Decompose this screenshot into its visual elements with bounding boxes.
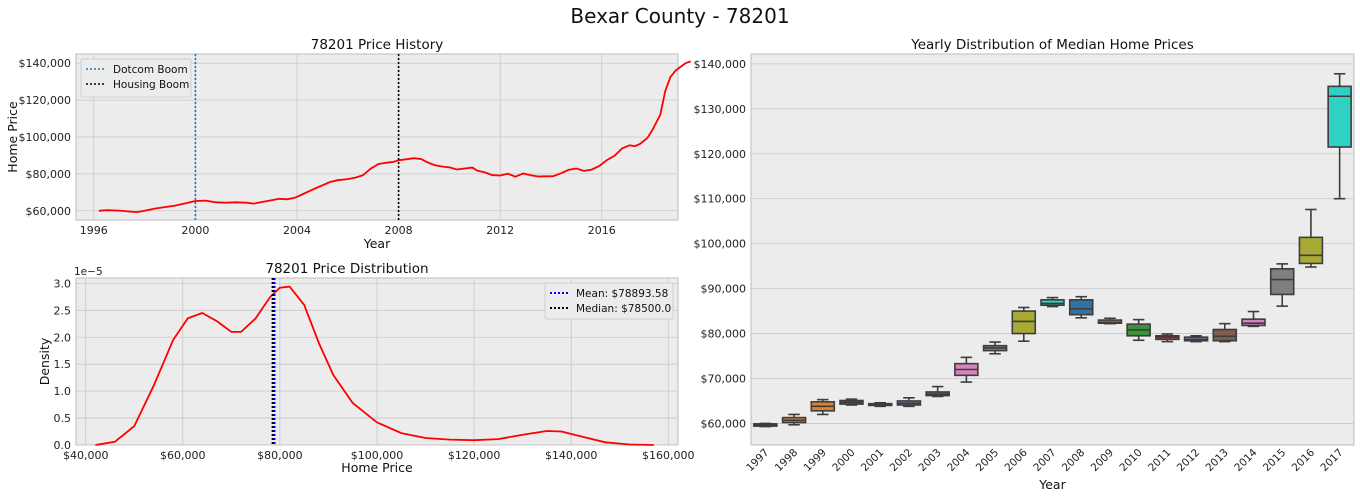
history-legend-label: Housing Boom (113, 79, 189, 91)
density-y-axis-label: Density (37, 337, 52, 385)
density-x-tick-label: $40,000 (63, 449, 109, 462)
density-x-tick-label: $160,000 (642, 449, 695, 462)
boxplot-x-tick-label: 2007 (1031, 447, 1058, 474)
history-y-tick-label: $140,000 (19, 57, 72, 70)
figure-suptitle: Bexar County - 78201 (570, 4, 790, 28)
density-y-tick-label: 3.0 (54, 277, 72, 290)
density-y-tick-label: 2.0 (54, 331, 72, 344)
boxplot-box (1298, 236, 1324, 265)
boxplot-x-tick-label: 2001 (859, 447, 886, 474)
boxplot-box (1241, 318, 1266, 327)
density-y-tick-label: 1.5 (54, 358, 72, 371)
boxplot-title: Yearly Distribution of Median Home Price… (910, 37, 1194, 53)
density-curve (95, 285, 654, 446)
boxplot-x-tick-label: 1998 (773, 447, 800, 474)
boxplot-x-tick-label: 2005 (974, 447, 1001, 474)
history-y-tick-label: $80,000 (26, 168, 72, 181)
density-x-tick-label: $100,000 (351, 449, 404, 462)
boxplot-x-tick-label: 2002 (888, 447, 915, 474)
history-legend (80, 58, 192, 98)
boxplot-x-tick-label: 2016 (1290, 446, 1318, 474)
history-y-tick-label: $60,000 (26, 205, 72, 218)
density-y-tick-label: 0.5 (54, 412, 72, 425)
boxplot-y-tick-label: $110,000 (694, 193, 747, 206)
boxplot-y-tick-label: $100,000 (694, 238, 747, 251)
boxplot-y-tick-label: $90,000 (701, 283, 747, 296)
history-x-tick-label: 2012 (486, 224, 514, 237)
density-legend-label: Mean: $78893.58 (576, 288, 668, 300)
boxplot-x-tick-label: 2000 (830, 447, 857, 474)
density-y-offset-label: 1e−5 (74, 266, 103, 278)
history-x-tick-label: 2000 (181, 224, 209, 237)
boxplot-x-tick-label: 2004 (945, 446, 973, 474)
history-x-axis-label: Year (363, 236, 391, 251)
history-y-axis-label: Home Price (5, 101, 20, 173)
history-x-tick-label: 1996 (80, 224, 108, 237)
density-x-tick-label: $80,000 (257, 449, 303, 462)
boxplot-x-tick-label: 2011 (1146, 447, 1173, 474)
density-legend-label: Median: $78500.0 (576, 303, 671, 315)
boxplot-box (1068, 299, 1094, 316)
boxplot-x-tick-label: 1999 (802, 447, 829, 474)
boxplot-x-tick-label: 2013 (1204, 447, 1231, 474)
history-legend-label: Dotcom Boom (113, 64, 188, 76)
history-x-tick-label: 2016 (588, 224, 616, 237)
history-x-tick-label: 2004 (283, 224, 311, 237)
boxplot-x-tick-label: 2009 (1089, 447, 1116, 474)
history-x-tick-label: 2008 (385, 224, 413, 237)
density-y-tick-label: 2.5 (54, 304, 72, 317)
density-x-tick-label: $60,000 (160, 449, 206, 462)
boxplot-y-tick-label: $140,000 (694, 58, 747, 71)
boxplot-x-tick-label: 2003 (916, 447, 943, 474)
density-x-tick-label: $120,000 (448, 449, 501, 462)
density-title: 78201 Price Distribution (265, 261, 428, 277)
boxplot-box (1327, 85, 1352, 148)
history-price-line (98, 60, 691, 214)
boxplot-y-tick-label: $60,000 (701, 417, 747, 430)
boxplot-y-tick-label: $120,000 (694, 148, 747, 161)
history-y-tick-label: $120,000 (19, 94, 72, 107)
boxplot-plot-area (750, 53, 1355, 446)
density-y-tick-label: 1.0 (54, 385, 72, 398)
density-x-axis-label: Home Price (341, 460, 413, 475)
boxplot-x-tick-label: 2015 (1261, 447, 1288, 474)
density-legend (544, 282, 674, 320)
boxplot-x-tick-label: 2008 (1060, 447, 1087, 474)
boxplot-box (1011, 310, 1037, 335)
boxplot-box (1212, 328, 1238, 342)
boxplot-x-tick-label: 2010 (1117, 447, 1144, 474)
boxplot-x-tick-label: 2006 (1003, 446, 1031, 474)
boxplot-y-tick-label: $80,000 (701, 328, 747, 341)
density-y-tick-label: 0.0 (54, 439, 72, 452)
boxplot-box (1040, 299, 1065, 307)
boxplot-y-tick-label: $70,000 (701, 372, 747, 385)
history-y-tick-label: $100,000 (19, 131, 72, 144)
boxplot-box (1269, 268, 1295, 296)
history-title: 78201 Price History (311, 37, 444, 53)
boxplot-x-tick-label: 2017 (1318, 447, 1345, 474)
boxplot-x-tick-label: 1997 (744, 447, 771, 474)
density-x-tick-label: $140,000 (545, 449, 598, 462)
boxplot-x-axis-label: Year (1038, 477, 1066, 492)
boxplot-x-tick-label: 2014 (1232, 446, 1260, 474)
boxplot-y-tick-label: $130,000 (694, 103, 747, 116)
boxplot-x-tick-label: 2012 (1175, 447, 1202, 474)
